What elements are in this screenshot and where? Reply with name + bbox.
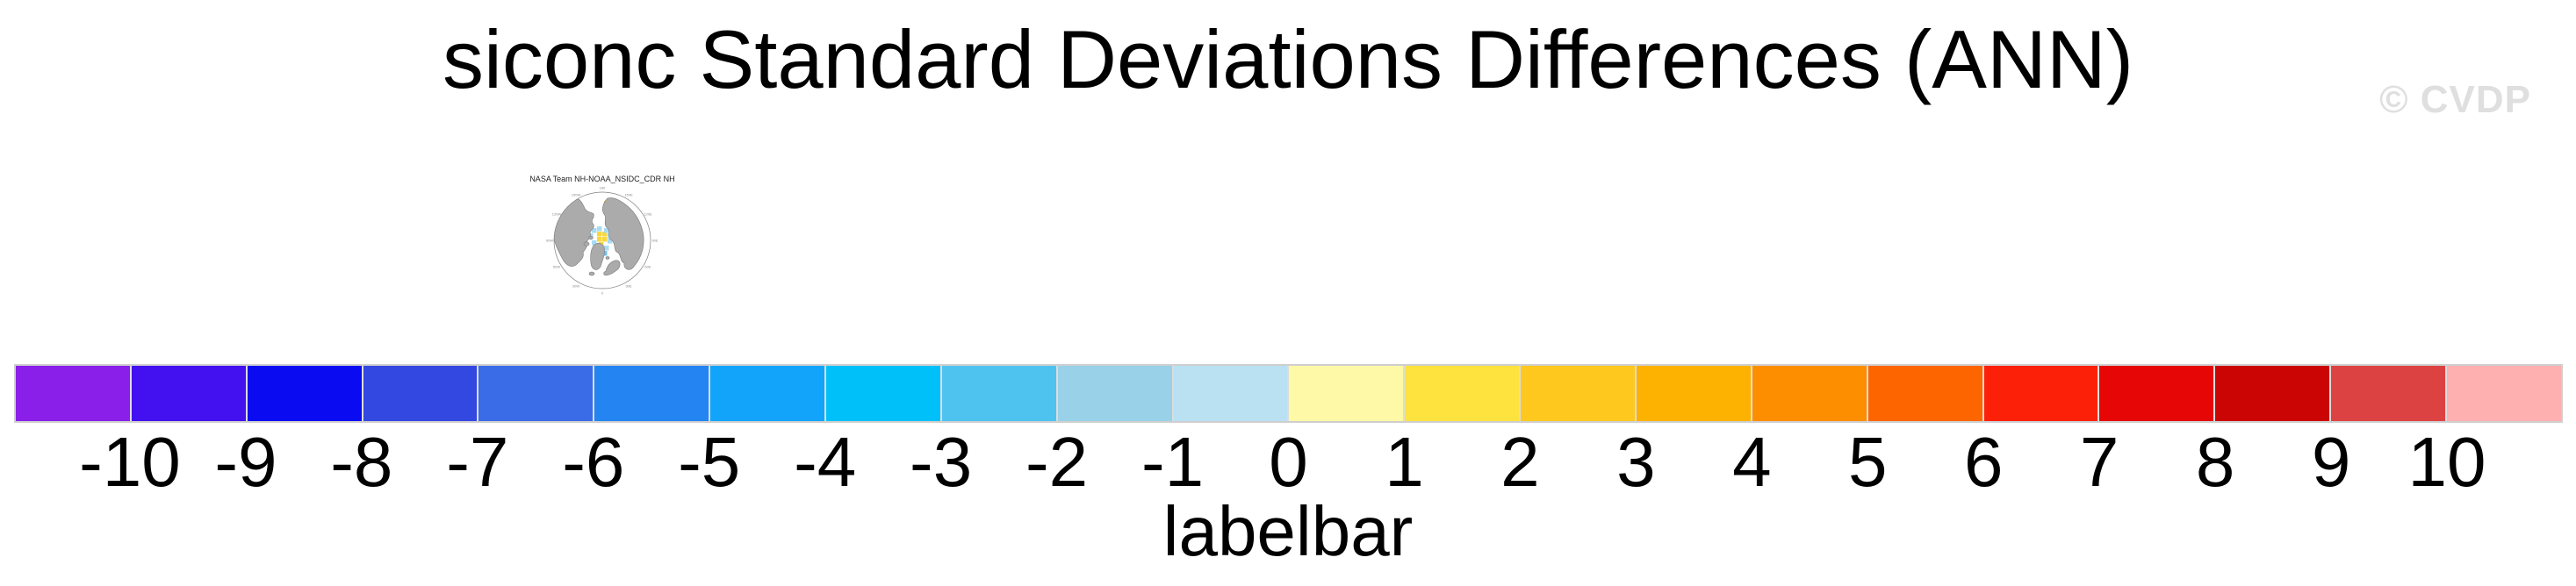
colorbar-segment (131, 366, 248, 421)
map-anomaly-cell (592, 240, 597, 246)
colorbar-tick-label: 2 (1500, 423, 1540, 501)
colorbar-segment (1405, 366, 1522, 421)
colorbar-tick-label: -3 (910, 423, 973, 501)
map-outline (553, 191, 651, 289)
colorbar-labels: -10 -9 -8 -7 -6 -5 -4 -3 -2 -1 0 1 2 3 4 5 6 7 8 9 10 (14, 427, 2563, 501)
colorbar-tick-label: -8 (330, 423, 393, 501)
colorbar-tick-label: -1 (1140, 423, 1205, 501)
map-tick-label: 90W (546, 238, 553, 242)
colorbar-segment (594, 366, 711, 421)
colorbar-tick-label: -2 (1025, 423, 1089, 501)
colorbar-tick-label: 8 (2195, 423, 2235, 501)
map-anomaly-cell (597, 237, 602, 242)
colorbar-tick-label: 3 (1616, 423, 1656, 501)
map-anomaly-cell (608, 239, 613, 244)
colorbar-segment (1983, 366, 2100, 421)
colorbar-segment (363, 366, 479, 421)
colorbar-segment (826, 366, 942, 421)
land-iceland (588, 271, 595, 276)
colorbar-segment (1521, 366, 1637, 421)
map-tick-label: 60E (644, 264, 651, 268)
map-thumbnail: NASA Team NH-NOAA_NSIDC_CDR NH 180 150E 12… (523, 174, 681, 307)
colorbar-segment (710, 366, 827, 421)
map-anomaly-cell (604, 246, 609, 251)
colorbar-segment (941, 366, 1058, 421)
land-eurasia (602, 197, 644, 270)
map-tick-label: 180 (600, 185, 606, 189)
colorbar-segment (247, 366, 363, 421)
colorbar-segment (1057, 366, 1174, 421)
map-tick-label: 150W (572, 192, 581, 197)
colorbar-segment (1752, 366, 1868, 421)
map-tick-label: 60W (553, 264, 560, 268)
map-anomaly-cell (602, 237, 608, 242)
map-anomaly-cell (602, 251, 608, 256)
colorbar-segment (1173, 366, 1290, 421)
colorbar-tick-label: 5 (1848, 423, 1888, 501)
cvdp-watermark: © CVDP (2379, 78, 2531, 121)
land-greenland (590, 242, 605, 270)
colorbar-tick-label: -4 (794, 423, 857, 501)
colorbar-segment (2331, 366, 2448, 421)
map-tick-label: 90E (651, 238, 658, 242)
colorbar-segment (2099, 366, 2216, 421)
polar-map: 180 150E 120E 90E 60E 30E 0 30W 60W 90W 120W 150W (546, 185, 658, 295)
map-anomaly-cell (604, 228, 609, 233)
land-scandinavia (603, 260, 621, 276)
map-tick-label: 120E (644, 211, 652, 216)
land-archipelago-island (583, 241, 590, 247)
colorbar-tick-label: -5 (678, 423, 741, 501)
colorbar-tick-label: 6 (1963, 423, 2004, 501)
map-anomaly-cell (592, 228, 597, 233)
colorbar-tick-label: -6 (562, 423, 625, 501)
map-tick-label: 120W (552, 211, 562, 216)
colorbar-tick-label: 10 (2407, 423, 2486, 501)
land-archipelago-island (588, 235, 594, 240)
colorbar-tick-label: -9 (214, 423, 277, 501)
map-anomaly-cell (602, 232, 608, 237)
colorbar-tick-label: 4 (1732, 423, 1772, 501)
colorbar-segment (1637, 366, 1752, 421)
land-svalbard (605, 256, 610, 260)
colorbar-tick-label: -10 (79, 423, 181, 501)
map-tick-label: 30E (625, 283, 631, 288)
colorbar-tick-label: 9 (2311, 423, 2351, 501)
colorbar (14, 364, 2563, 423)
colorbar-segment (16, 366, 132, 421)
map-graticule-labels: 180 150E 120E 90E 60E 30E 0 30W 60W 90W 120W 150W (546, 185, 658, 295)
colorbar-tick-label: 7 (2079, 423, 2119, 501)
map-anomaly-cell (588, 233, 594, 239)
colorbar-segment (1289, 366, 1406, 421)
map-tick-label: 150E (624, 192, 633, 197)
colorbar-segment (2215, 366, 2332, 421)
map-tick-label: 30W (572, 283, 579, 288)
colorbar-title: labelbar (1162, 492, 1414, 570)
figure-title: siconc Standard Deviations Differences (… (442, 13, 2134, 105)
map-anomaly-cell (597, 232, 602, 237)
colorbar-segment (1867, 366, 1984, 421)
colorbar-segment (2447, 366, 2561, 421)
colorbar-tick-label: -7 (446, 423, 509, 501)
map-anomaly-cell (597, 226, 602, 232)
map-land (554, 197, 644, 276)
map-panel-title: NASA Team NH-NOAA_NSIDC_CDR NH (529, 175, 675, 183)
colorbar-tick-label: 0 (1269, 423, 1308, 501)
colorbar-tick-label: 1 (1385, 423, 1424, 501)
colorbar-segment (479, 366, 595, 421)
map-tick-label: 0 (601, 290, 604, 295)
